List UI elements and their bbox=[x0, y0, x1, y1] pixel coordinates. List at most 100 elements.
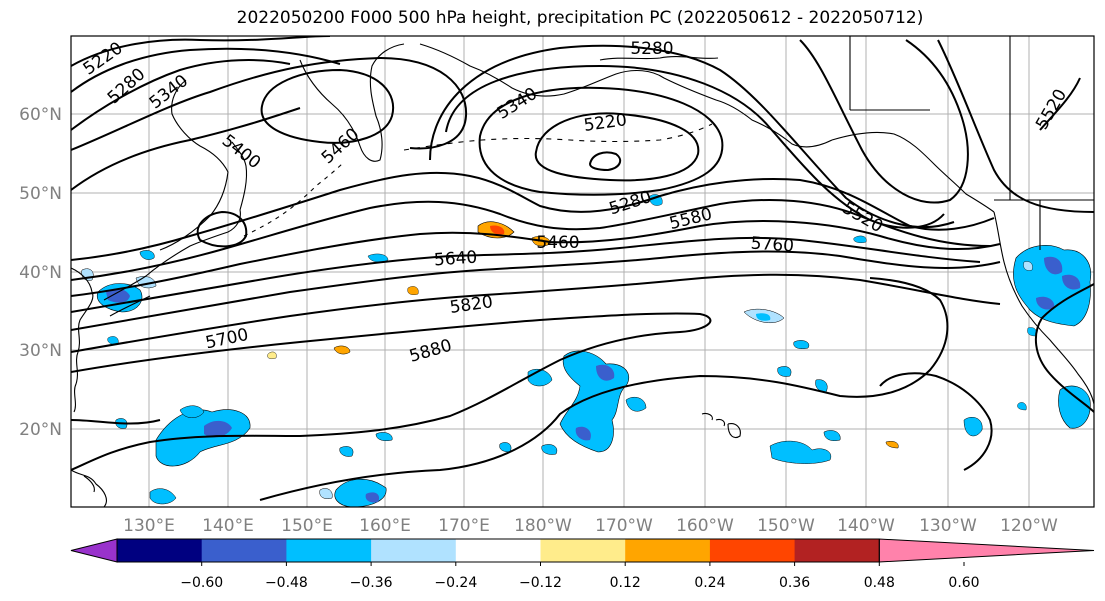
contour-line bbox=[71, 107, 301, 191]
colorbar-segment bbox=[455, 539, 541, 562]
contour-line bbox=[71, 59, 291, 131]
latitude-tick-label: 20°N bbox=[19, 420, 62, 440]
precip-patch bbox=[963, 417, 983, 437]
latitude-tick-label: 50°N bbox=[19, 184, 62, 204]
contour-line bbox=[71, 236, 981, 313]
coast-na-west bbox=[993, 211, 1094, 405]
coast-japan-south bbox=[109, 295, 151, 317]
precip-patch bbox=[596, 364, 615, 381]
longitude-tick-label: 140°W bbox=[837, 516, 895, 536]
longitude-tick-label: 140°E bbox=[202, 516, 254, 536]
colorbar-tick-label: −0.60 bbox=[180, 575, 223, 591]
contour-line bbox=[1039, 77, 1081, 131]
precip-patch bbox=[1058, 385, 1091, 429]
colorbar-tick-label: −0.24 bbox=[434, 575, 477, 591]
colorbar-segment bbox=[201, 539, 287, 562]
coast-asia bbox=[71, 267, 94, 413]
latitude-labels: 60°N 50°N 40°N 30°N 20°N bbox=[19, 105, 62, 440]
colorbar-segment bbox=[709, 539, 796, 562]
coast-bc bbox=[831, 131, 995, 213]
contour-line bbox=[534, 112, 700, 182]
colorbar-frame bbox=[116, 538, 880, 563]
colorbar-segment bbox=[625, 539, 711, 562]
coast-japan bbox=[103, 209, 241, 301]
precip-patch bbox=[267, 351, 277, 359]
precip-patch bbox=[367, 253, 389, 263]
colorbar-extend-min bbox=[70, 538, 118, 563]
contour-line bbox=[799, 39, 969, 204]
latitude-tick-label: 40°N bbox=[19, 263, 62, 283]
contour-line bbox=[429, 44, 955, 229]
colorbar-extend-max bbox=[878, 538, 1095, 563]
colorbar-tick-label: 0.24 bbox=[694, 575, 725, 591]
precip-patch bbox=[333, 345, 351, 355]
colorbar-segment bbox=[371, 539, 457, 562]
map-title: 2022050200 F000 500 hPa height, precipit… bbox=[236, 8, 924, 28]
longitude-tick-label: 170°W bbox=[595, 516, 653, 536]
contour-line bbox=[71, 312, 712, 471]
coast-philippines bbox=[83, 475, 95, 493]
precip-patch bbox=[375, 432, 393, 441]
contour-line bbox=[196, 210, 248, 248]
precip-patch bbox=[823, 430, 841, 441]
contour-label: 5640 bbox=[433, 248, 478, 271]
contour-label: 5280 bbox=[630, 39, 673, 59]
colorbar-segment bbox=[117, 539, 203, 562]
latitude-tick-label: 60°N bbox=[19, 105, 62, 125]
precip-patch bbox=[407, 286, 419, 295]
coast-okhotsk bbox=[159, 79, 229, 251]
contour-line bbox=[71, 47, 341, 93]
latitude-tick-label: 30°N bbox=[19, 341, 62, 361]
precip-patch bbox=[204, 420, 232, 438]
colorbar-tick-label: 0.36 bbox=[779, 575, 810, 591]
contour-line bbox=[71, 36, 331, 67]
contour-line bbox=[71, 220, 1001, 297]
contour-line bbox=[71, 199, 991, 281]
colorbar-segment bbox=[794, 539, 880, 562]
precip-patch bbox=[756, 313, 771, 321]
precip-patch bbox=[793, 340, 810, 349]
precip-patch bbox=[575, 426, 591, 441]
longitude-tick-label: 170°E bbox=[438, 516, 490, 536]
precip-patch bbox=[625, 397, 647, 412]
precip-patch bbox=[339, 446, 354, 457]
map-frame bbox=[70, 35, 1095, 508]
contour-line bbox=[260, 68, 395, 144]
height-contours bbox=[71, 36, 1094, 501]
precip-patch bbox=[1023, 261, 1033, 271]
precip-patch bbox=[769, 440, 832, 464]
contour-line bbox=[71, 419, 161, 425]
contour-line bbox=[478, 86, 724, 196]
coast-aleutians bbox=[403, 123, 713, 151]
contour-line bbox=[879, 372, 993, 471]
precip-patch bbox=[853, 235, 867, 243]
colorbar-tick-label: 0.48 bbox=[864, 575, 895, 591]
precip-patch bbox=[1013, 245, 1092, 327]
precip-patch bbox=[1036, 296, 1055, 310]
longitude-tick-label: 150°E bbox=[281, 516, 333, 536]
colorbar-tick-label: −0.12 bbox=[519, 575, 562, 591]
longitude-tick-label: 150°W bbox=[757, 516, 815, 536]
longitude-tick-label: 120°W bbox=[1000, 516, 1058, 536]
precip-patch bbox=[106, 288, 130, 303]
precip-patch bbox=[319, 488, 333, 499]
colorbar-segment bbox=[540, 539, 626, 562]
contour-label: 5760 bbox=[750, 234, 795, 257]
contour-line bbox=[71, 250, 1001, 331]
coast-asia-south bbox=[71, 469, 107, 507]
coast-alaska-north bbox=[599, 56, 719, 61]
longitude-tick-label: 130°E bbox=[123, 516, 175, 536]
colorbar-tick-label: −0.48 bbox=[265, 575, 308, 591]
colorbar bbox=[70, 538, 1095, 563]
precip-patch bbox=[139, 250, 155, 260]
coast-hawaii bbox=[701, 412, 741, 439]
contour-line bbox=[71, 56, 468, 151]
contour-line bbox=[259, 277, 949, 501]
precip-patch bbox=[179, 405, 205, 418]
precip-patch bbox=[149, 488, 177, 505]
precip-patch bbox=[365, 492, 380, 503]
longitude-tick-label: 160°E bbox=[359, 516, 411, 536]
colorbar-tick-label: −0.36 bbox=[350, 575, 393, 591]
precip-patch bbox=[1044, 256, 1063, 275]
